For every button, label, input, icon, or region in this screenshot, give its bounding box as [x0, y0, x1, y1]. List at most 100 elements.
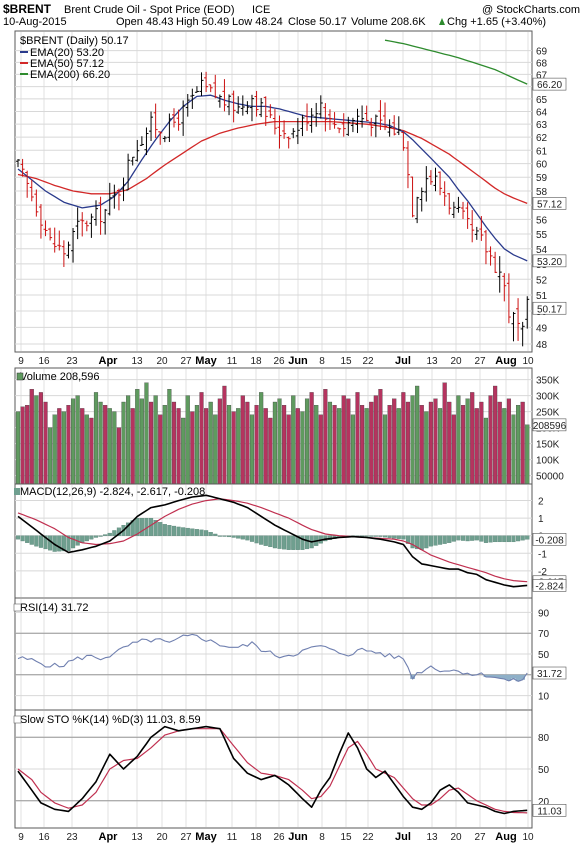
volume-bar — [57, 408, 62, 485]
rsi-y-tick: 10 — [538, 692, 550, 703]
macd-histogram-bar — [162, 524, 167, 536]
exchange-label: ICE — [252, 4, 270, 16]
volume-bar — [341, 395, 346, 485]
macd-histogram-bar — [378, 535, 383, 537]
rsi-panel-title: RSI(14) 31.72 — [20, 602, 88, 614]
macd-histogram-bar — [245, 535, 250, 541]
volume-bar — [268, 417, 273, 485]
price-bar — [346, 116, 351, 136]
macd-histogram-bar — [249, 535, 255, 542]
date-label: 10-Aug-2015 — [3, 16, 67, 28]
price-bar — [419, 187, 424, 212]
macd-histogram-bar — [89, 535, 94, 540]
macd-histogram-bar — [176, 526, 181, 536]
macd-histogram-bar — [70, 535, 76, 549]
price-y-tick: 60 — [536, 160, 548, 171]
x-axis-label-bottom: 26 — [273, 832, 285, 843]
volume-bar — [309, 392, 314, 485]
x-axis-label-top: Jun — [288, 355, 308, 367]
price-bar — [185, 94, 190, 117]
volume-bar — [208, 401, 213, 485]
volume-bar — [451, 414, 456, 485]
volume-bar — [112, 411, 117, 485]
price-bar — [474, 226, 479, 240]
macd-last-tag--0.208: -0.208 — [535, 535, 564, 546]
price-bar — [428, 170, 433, 185]
macd-histogram-bar — [506, 535, 511, 543]
x-axis-label-bottom: 10 — [522, 832, 534, 843]
price-bar — [190, 88, 195, 109]
price-bar — [38, 204, 43, 239]
price-panel-title: $BRENT (Daily) 50.17 — [20, 35, 129, 47]
symbol-description: Brent Crude Oil - Spot Price (EOD) — [64, 4, 235, 16]
price-last-tag-53.20-box — [532, 254, 567, 268]
price-bar — [240, 95, 245, 116]
price-y-tick: 58 — [536, 187, 548, 198]
x-axis-label-bottom: 20 — [450, 832, 462, 843]
macd-histogram-bar — [43, 535, 48, 550]
price-bar — [327, 109, 332, 130]
volume-bar — [314, 405, 319, 485]
x-axis-label-bottom: 8 — [319, 832, 325, 843]
macd-histogram-bar — [103, 534, 108, 536]
price-y-tick: 61 — [536, 146, 548, 157]
price-bar — [75, 207, 80, 240]
x-axis-label-bottom: 13 — [131, 832, 143, 843]
price-y-tick: 55 — [536, 230, 548, 241]
volume-bar — [428, 401, 433, 485]
macd-histogram-bar — [295, 535, 300, 550]
macd-histogram-bar — [185, 527, 190, 536]
macd-histogram-bar — [135, 517, 140, 536]
price-y-tick: 56 — [536, 215, 548, 226]
price-bar — [291, 128, 296, 139]
volume-legend-swatch — [16, 372, 24, 381]
macd-histogram-bar — [447, 535, 452, 543]
macd-histogram-bar — [493, 535, 498, 543]
price-bar — [451, 201, 456, 219]
volume-bar — [66, 405, 71, 485]
price-bar — [126, 153, 131, 191]
volume-bar — [332, 405, 337, 485]
price-y-tick: 59 — [536, 173, 548, 184]
price-bar — [153, 103, 158, 139]
macd-histogram-bar — [502, 535, 507, 543]
macd-histogram-bar — [208, 532, 213, 536]
rsi-line — [17, 633, 528, 682]
price-bar — [61, 240, 66, 267]
macd-histogram-bar — [112, 530, 117, 536]
sto-y-tick: 50 — [538, 765, 550, 776]
price-bar — [341, 113, 346, 137]
volume-bar — [121, 401, 126, 485]
price-bar — [66, 241, 71, 259]
volume-bar — [98, 401, 103, 485]
x-axis-label-top: 18 — [250, 356, 262, 367]
volume-bar — [456, 395, 461, 485]
price-bar — [103, 208, 108, 235]
price-bar — [438, 171, 443, 196]
sto-d-line — [17, 728, 528, 814]
close-value: Close 50.17 — [288, 16, 347, 28]
price-y-tick: 65 — [536, 95, 548, 106]
x-axis-label-top: 27 — [180, 356, 192, 367]
volume-bar — [396, 408, 401, 485]
volume-bar — [291, 395, 296, 485]
volume-bar — [387, 405, 392, 485]
price-bar — [337, 127, 342, 134]
volume-bar — [401, 392, 406, 485]
x-axis-label-top: 26 — [273, 356, 285, 367]
macd-histogram-bar — [139, 517, 144, 536]
price-bar — [314, 102, 319, 127]
rsi-oversold-fill — [410, 674, 525, 682]
price-bar — [369, 117, 374, 137]
volume-last-tag: 208596 — [533, 421, 567, 432]
price-y-tick: 62 — [536, 133, 548, 144]
volume-bar — [75, 395, 80, 485]
price-bar — [401, 131, 406, 151]
price-bar — [392, 115, 397, 136]
macd-histogram-bar — [231, 535, 236, 538]
price-bar — [295, 118, 300, 145]
x-axis-label-top: 10 — [522, 356, 534, 367]
volume-y-tick: 300K — [536, 392, 560, 403]
price-bar — [332, 112, 337, 129]
price-bar — [405, 141, 410, 189]
